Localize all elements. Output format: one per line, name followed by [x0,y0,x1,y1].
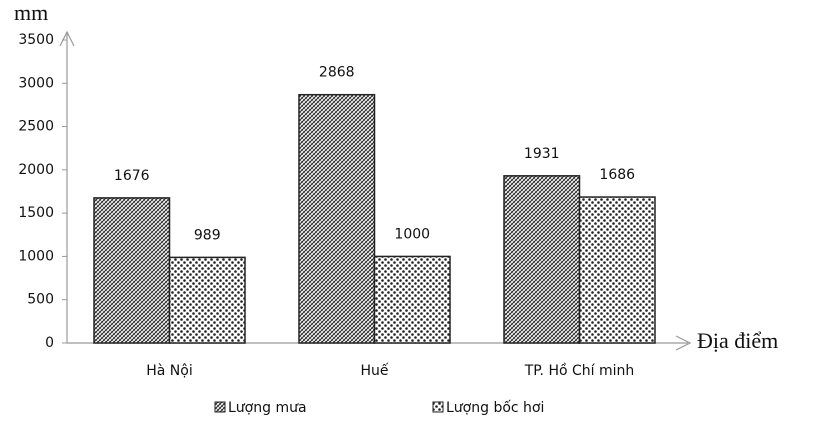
x-tick-label: Huế [360,362,388,379]
legend-label: Lượng mưa [228,400,307,416]
legend-label: Lượng bốc hơi [446,399,544,416]
x-tick-label: Hà Nội [146,363,192,379]
y-axis-label: mm [14,0,48,25]
y-tick-label: 500 [27,292,54,308]
bar [93,197,171,344]
value-label: 1931 [524,146,560,162]
y-tick-label: 1500 [18,205,54,221]
value-label: 1676 [114,168,150,184]
bar [578,196,656,344]
x-tick-label: TP. Hồ Chí minh [524,362,635,379]
y-tick-label: 1000 [18,248,54,264]
value-label: 989 [194,227,221,243]
bar [298,93,376,344]
legend-swatch [214,401,226,413]
x-axis-label: Địa điểm [697,328,778,353]
bar [168,256,246,344]
y-tick-label: 0 [45,335,54,351]
bar [373,255,451,344]
value-label: 2868 [319,65,355,81]
value-label: 1686 [599,167,635,183]
legend-swatch [432,401,444,413]
y-tick-label: 2500 [18,119,54,135]
bar [503,175,581,344]
y-tick-label: 3500 [18,32,54,48]
y-tick-label: 2000 [18,162,54,178]
value-label: 1000 [394,226,430,242]
y-tick-label: 3000 [18,75,54,91]
